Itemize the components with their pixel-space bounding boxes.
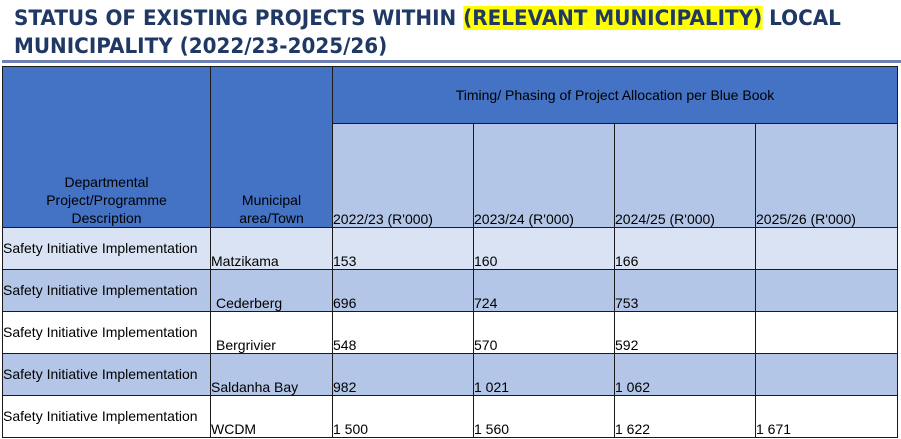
row-value-2025 <box>755 353 898 396</box>
projects-table: Departmental Project/Programme Descripti… <box>2 66 898 438</box>
row-value-2025 <box>755 227 898 270</box>
row-area: WCDM <box>210 395 333 438</box>
row-description: Safety Initiative Implementation <box>2 269 211 312</box>
title-line-1: STATUS OF EXISTING PROJECTS WITHIN (RELE… <box>14 4 841 32</box>
title-highlight: (RELEVANT MUNICIPALITY) <box>463 6 763 30</box>
header-row-top: Departmental Project/Programme Descripti… <box>2 66 898 228</box>
row-area: Bergrivier <box>210 311 333 354</box>
header-year-2025: 2025/26 (R'000) <box>755 123 898 228</box>
row-value-2025: 1 671 <box>755 395 898 438</box>
header-timing: Timing/ Phasing of Project Allocation pe… <box>332 66 898 124</box>
row-value-2022: 982 <box>332 353 474 396</box>
table-row: Safety Initiative Implementation Saldanh… <box>2 353 898 396</box>
row-area: Saldanha Bay <box>210 353 333 396</box>
header-row-years: 2022/23 (R'000) 2023/24 (R'000) 2024/25 … <box>3 123 898 228</box>
header-area: Municipal area/Town <box>210 66 333 228</box>
row-value-2022: 548 <box>332 311 474 354</box>
row-description: Safety Initiative Implementation <box>2 311 211 354</box>
row-value-2023: 724 <box>473 269 615 312</box>
row-value-2023: 160 <box>473 227 615 270</box>
row-value-2022: 153 <box>332 227 474 270</box>
row-value-2023: 1 021 <box>473 353 615 396</box>
row-area: Matzikama <box>210 227 333 270</box>
row-value-2024: 592 <box>614 311 756 354</box>
header-description-text: Departmental Project/Programme Descripti… <box>46 174 167 226</box>
row-value-2024: 753 <box>614 269 756 312</box>
title-text-end: LOCAL <box>762 6 841 30</box>
table-row: Safety Initiative Implementation Bergriv… <box>2 311 898 354</box>
row-value-2024: 1 062 <box>614 353 756 396</box>
header-year-2022: 2022/23 (R'000) <box>332 123 474 228</box>
row-value-2025 <box>755 311 898 354</box>
table-row: Safety Initiative Implementation Cederbe… <box>2 269 898 312</box>
row-area: Cederberg <box>210 269 333 312</box>
row-value-2024: 1 622 <box>614 395 756 438</box>
row-value-2023: 1 560 <box>473 395 615 438</box>
row-description: Safety Initiative Implementation <box>2 395 211 438</box>
table-row: Safety Initiative Implementation WCDM 1 … <box>2 395 898 438</box>
table-row: Safety Initiative Implementation Matzika… <box>2 227 898 270</box>
header-area-text: Municipal area/Town <box>239 192 304 226</box>
header-year-2024: 2024/25 (R'000) <box>614 123 756 228</box>
title-line-2: MUNICIPALITY (2022/23-2025/26) <box>14 34 388 58</box>
row-value-2025 <box>755 269 898 312</box>
row-description: Safety Initiative Implementation <box>2 353 211 396</box>
row-value-2023: 570 <box>473 311 615 354</box>
header-year-2023: 2023/24 (R'000) <box>473 123 615 228</box>
page-title: STATUS OF EXISTING PROJECTS WITHIN (RELE… <box>14 4 884 60</box>
row-value-2022: 696 <box>332 269 474 312</box>
title-text-start: STATUS OF EXISTING PROJECTS WITHIN <box>14 6 464 30</box>
row-value-2022: 1 500 <box>332 395 474 438</box>
row-value-2024: 166 <box>614 227 756 270</box>
title-divider <box>2 60 901 63</box>
row-description: Safety Initiative Implementation <box>2 227 211 270</box>
header-description: Departmental Project/Programme Descripti… <box>2 66 211 228</box>
